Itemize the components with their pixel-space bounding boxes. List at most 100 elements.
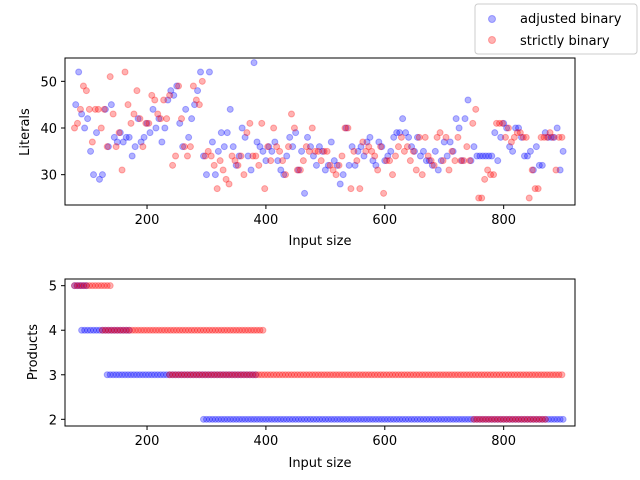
literals-point-strictly-binary [484, 166, 492, 174]
products-point-adjusted-binary [271, 415, 279, 423]
literals-point-adjusted-binary [520, 152, 528, 160]
products-point-adjusted-binary [413, 415, 421, 423]
products-point-strictly-binary [167, 326, 175, 334]
literals-point-strictly-binary [412, 166, 420, 174]
legend-label-adjusted-binary: adjusted binary [520, 12, 622, 27]
products-point-strictly-binary [371, 371, 379, 379]
literals-point-strictly-binary [472, 105, 480, 113]
literals-point-strictly-binary [442, 133, 450, 141]
literals-point-strictly-binary [528, 166, 536, 174]
literals-point-adjusted-binary [342, 124, 350, 132]
products-point-strictly-binary [488, 415, 496, 423]
products-point-adjusted-binary [381, 415, 389, 423]
products-point-strictly-binary [460, 371, 468, 379]
products-point-strictly-binary [520, 415, 528, 423]
literals-point-adjusted-binary [176, 119, 184, 127]
literals-point-strictly-binary [418, 171, 426, 179]
products-point-adjusted-binary [250, 415, 258, 423]
products-point-strictly-binary [397, 371, 405, 379]
products-point-strictly-binary [350, 371, 358, 379]
products-point-strictly-binary [454, 371, 462, 379]
products-point-adjusted-binary [210, 371, 218, 379]
literals-point-strictly-binary [436, 129, 444, 137]
products-point-adjusted-binary [464, 415, 472, 423]
products-point-strictly-binary [88, 282, 96, 290]
products-point-adjusted-binary [425, 415, 433, 423]
products-point-adjusted-binary [494, 415, 502, 423]
products-point-adjusted-binary [402, 415, 410, 423]
products-point-adjusted-binary [71, 282, 79, 290]
products-point-adjusted-binary [109, 371, 117, 379]
literals-point-strictly-binary [124, 101, 132, 109]
products-point-strictly-binary [305, 371, 313, 379]
literals-point-adjusted-binary [366, 133, 374, 141]
literals-point-adjusted-binary [544, 133, 552, 141]
products-point-adjusted-binary [419, 415, 427, 423]
literals-point-strictly-binary [427, 157, 435, 165]
literals-point-strictly-binary [320, 147, 328, 155]
products-point-strictly-binary [400, 371, 408, 379]
literals-points [71, 59, 567, 202]
products-plot-frame [64, 278, 576, 427]
products-point-strictly-binary [296, 371, 304, 379]
products-point-adjusted-binary [175, 371, 183, 379]
literals-point-strictly-binary [424, 152, 432, 160]
literals-x-ticks: 200 400 600 800 [135, 205, 516, 228]
products-point-adjusted-binary [249, 371, 257, 379]
products-point-adjusted-binary [180, 371, 188, 379]
literals-point-strictly-binary [139, 143, 147, 151]
literals-point-strictly-binary [85, 105, 93, 113]
literals-point-adjusted-binary [161, 124, 169, 132]
products-point-adjusted-binary [559, 415, 567, 423]
literals-point-adjusted-binary [449, 147, 457, 155]
literals-point-adjusted-binary [122, 133, 130, 141]
products-point-adjusted-binary [87, 326, 95, 334]
literals-point-strictly-binary [285, 143, 292, 151]
products-point-strictly-binary [256, 326, 264, 334]
products-x-tick-label: 600 [372, 434, 397, 449]
products-point-strictly-binary [244, 326, 252, 334]
literals-point-strictly-binary [391, 152, 399, 160]
products-point-adjusted-binary [491, 415, 499, 423]
literals-point-adjusted-binary [164, 96, 172, 104]
products-point-strictly-binary [507, 371, 515, 379]
literals-point-adjusted-binary [422, 157, 430, 165]
literals-point-adjusted-binary [464, 96, 472, 104]
literals-point-strictly-binary [400, 147, 408, 155]
literals-point-strictly-binary [406, 157, 414, 165]
products-point-strictly-binary [270, 371, 278, 379]
products-point-adjusted-binary [324, 415, 332, 423]
literals-point-strictly-binary [231, 157, 239, 165]
products-x-axis-label: Input size [288, 456, 351, 471]
products-point-adjusted-binary [243, 371, 251, 379]
products-point-strictly-binary [406, 371, 414, 379]
products-point-adjusted-binary [151, 371, 159, 379]
products-point-strictly-binary [146, 326, 154, 334]
literals-point-adjusted-binary [321, 166, 329, 174]
products-point-adjusted-binary [229, 415, 237, 423]
literals-point-strictly-binary [311, 147, 319, 155]
literals-point-strictly-binary [88, 138, 96, 146]
products-point-adjusted-binary [183, 371, 191, 379]
products-point-adjusted-binary [369, 415, 377, 423]
products-point-strictly-binary [537, 371, 545, 379]
literals-point-strictly-binary [186, 143, 194, 151]
literals-point-adjusted-binary [155, 115, 163, 123]
literals-point-adjusted-binary [497, 133, 505, 141]
products-point-strictly-binary [409, 371, 417, 379]
products-point-adjusted-binary [217, 415, 225, 423]
products-point-strictly-binary [195, 371, 203, 379]
legend-marker-adjusted-binary [488, 15, 496, 23]
products-point-adjusted-binary [160, 371, 168, 379]
products-axes: 200 400 600 800 2 3 4 5 Input size Products [26, 278, 576, 471]
products-point-adjusted-binary [363, 415, 371, 423]
literals-point-adjusted-binary [90, 171, 98, 179]
literals-point-adjusted-binary [158, 138, 166, 146]
products-point-adjusted-binary [103, 371, 111, 379]
literals-point-strictly-binary [142, 119, 150, 127]
products-point-strictly-binary [170, 326, 178, 334]
products-point-adjusted-binary [262, 415, 270, 423]
literals-point-adjusted-binary [149, 105, 157, 113]
literals-point-strictly-binary [341, 124, 349, 132]
products-point-strictly-binary [155, 326, 163, 334]
